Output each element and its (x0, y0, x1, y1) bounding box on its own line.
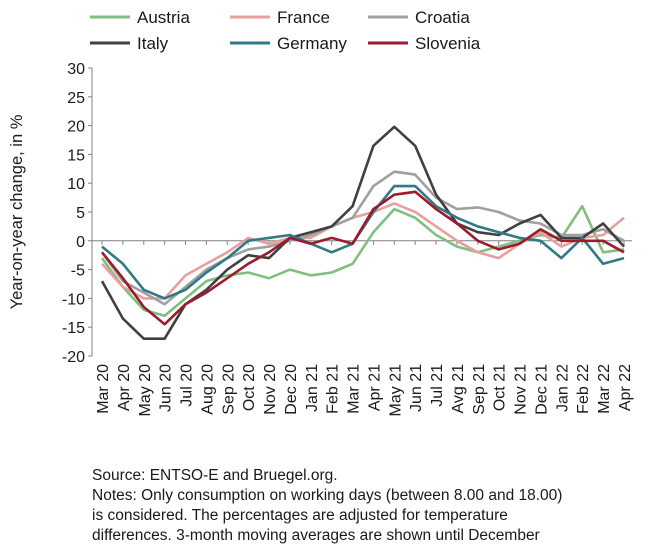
x-tick-label: Dec 20 (283, 364, 300, 415)
chart-notes: Source: ENTSO-E and Bruegel.org. Notes: … (92, 466, 644, 546)
x-tick-label: Feb 21 (325, 364, 342, 414)
x-tick-label: Feb 22 (575, 364, 592, 414)
x-tick-label: Dec 21 (533, 364, 550, 415)
x-tick-label: Apr 21 (366, 364, 383, 411)
x-tick-label: Mar 22 (596, 364, 613, 414)
y-tick-label: 30 (67, 61, 85, 78)
legend-label-france: France (277, 8, 330, 27)
series-line-austria (100, 204, 625, 318)
y-tick-label: 0 (76, 234, 85, 251)
x-tick-label: Oct 20 (241, 364, 258, 411)
y-axis-title: Year-on-year change, in % (8, 114, 26, 309)
x-tick-label: Jun 21 (408, 364, 425, 412)
x-tick-label: Avg 21 (450, 364, 467, 414)
y-tick-label: 15 (67, 147, 85, 164)
source-note: Source: ENTSO-E and Bruegel.org. (92, 467, 338, 484)
series-line-slovenia (100, 190, 625, 326)
x-tick-label: Apr 22 (617, 364, 634, 411)
x-tick-label: Mar 21 (346, 364, 363, 414)
notes-line-1: Notes: Only consumption on working days … (92, 487, 563, 504)
x-tick-label: Apr 20 (116, 364, 133, 411)
notes-line-3: differences. 3-month moving averages are… (92, 527, 540, 544)
x-axis-ticks: Mar 20 Apr 20 May 20 Jun 20 Jul 20 Aug 20 Sep … (95, 240, 634, 417)
x-tick-label: Jun 20 (158, 364, 175, 412)
x-tick-label: May 21 (387, 364, 404, 417)
legend-label-croatia: Croatia (415, 8, 470, 27)
series-line-croatia (100, 170, 625, 306)
y-axis-ticks: 30 25 20 15 10 5 0 -5 -10 -15 -20 (62, 61, 92, 366)
y-tick-label: 10 (67, 176, 85, 193)
series-lines (100, 125, 625, 341)
x-tick-label: Jul 20 (179, 364, 196, 407)
x-tick-label: Nov 21 (513, 364, 530, 415)
x-tick-label: Aug 20 (199, 364, 216, 415)
x-tick-label: Oct 21 (492, 364, 509, 411)
legend: Austria France Croatia Italy Germany Slovenia (90, 8, 481, 53)
legend-label-austria: Austria (137, 8, 190, 27)
legend-label-italy: Italy (137, 34, 169, 53)
y-tick-label: 5 (76, 205, 85, 222)
x-tick-label: Mar 20 (95, 364, 112, 414)
series-line-france (101, 202, 625, 300)
x-tick-label: May 20 (137, 364, 154, 417)
x-tick-label: Sep 21 (471, 364, 488, 415)
y-tick-label: -20 (62, 349, 85, 366)
y-tick-label: 20 (67, 119, 85, 136)
legend-label-germany: Germany (277, 34, 347, 53)
x-tick-label: Sep 20 (220, 364, 237, 415)
y-tick-label: -5 (71, 263, 85, 280)
legend-label-slovenia: Slovenia (415, 34, 481, 53)
line-chart: Austria France Croatia Italy Germany Slovenia… (8, 8, 634, 416)
y-tick-label: -10 (62, 291, 85, 308)
x-tick-label: Jan 22 (554, 364, 571, 412)
y-tick-label: 25 (67, 90, 85, 107)
x-tick-label: Nov 20 (262, 364, 279, 415)
y-tick-label: -15 (62, 320, 85, 337)
x-tick-label: Jul 21 (429, 364, 446, 407)
x-tick-label: Jan 21 (304, 364, 321, 412)
notes-line-2: is considered. The percentages are adjus… (92, 507, 508, 524)
